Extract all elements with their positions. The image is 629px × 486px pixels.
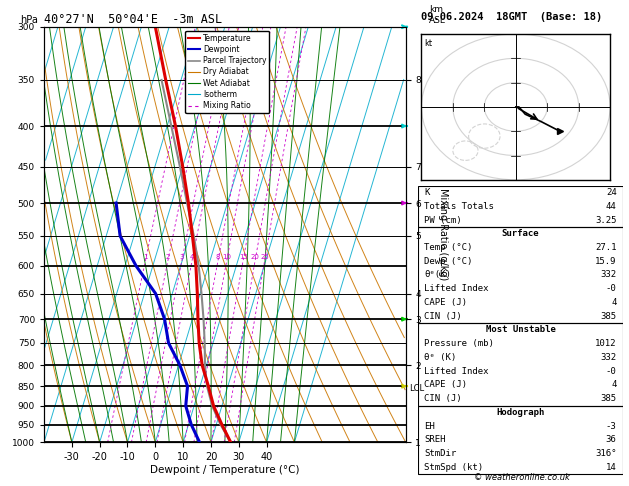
Text: 24: 24 (606, 188, 616, 197)
Text: 3.25: 3.25 (595, 215, 616, 225)
Text: θᵉ(K): θᵉ(K) (425, 271, 451, 279)
Text: 4: 4 (611, 381, 616, 389)
Bar (418, 227, 623, 323)
Text: 25: 25 (260, 254, 269, 260)
Text: © weatheronline.co.uk: © weatheronline.co.uk (474, 473, 570, 482)
Text: CAPE (J): CAPE (J) (425, 381, 467, 389)
Text: Temp (°C): Temp (°C) (425, 243, 473, 252)
Text: Hodograph: Hodograph (496, 408, 545, 417)
Text: Lifted Index: Lifted Index (425, 367, 489, 376)
Text: 2: 2 (166, 254, 170, 260)
Text: kt: kt (425, 39, 433, 48)
Text: Lifted Index: Lifted Index (425, 284, 489, 293)
Text: CAPE (J): CAPE (J) (425, 298, 467, 307)
Text: 332: 332 (601, 353, 616, 362)
Text: SREH: SREH (425, 435, 446, 444)
Text: -0: -0 (606, 284, 616, 293)
Text: StmSpd (kt): StmSpd (kt) (425, 463, 484, 472)
Text: 332: 332 (601, 271, 616, 279)
Text: Surface: Surface (502, 229, 539, 238)
Text: 385: 385 (601, 394, 616, 403)
Text: Dewp (°C): Dewp (°C) (425, 257, 473, 266)
Text: -0: -0 (606, 367, 616, 376)
Text: 14: 14 (606, 463, 616, 472)
Text: 15: 15 (239, 254, 248, 260)
Text: 3: 3 (180, 254, 184, 260)
Text: 36: 36 (606, 435, 616, 444)
Text: LCL: LCL (409, 383, 425, 393)
Text: CIN (J): CIN (J) (425, 394, 462, 403)
Text: θᵉ (K): θᵉ (K) (425, 353, 457, 362)
Text: km
ASL: km ASL (429, 5, 446, 25)
Text: -3: -3 (606, 422, 616, 431)
Text: hPa: hPa (21, 15, 38, 25)
Text: 1: 1 (143, 254, 148, 260)
Text: 40°27'N  50°04'E  -3m ASL: 40°27'N 50°04'E -3m ASL (44, 13, 222, 26)
Bar (418, 405, 623, 474)
Text: Most Unstable: Most Unstable (486, 326, 555, 334)
Text: 09.06.2024  18GMT  (Base: 18): 09.06.2024 18GMT (Base: 18) (421, 12, 603, 22)
Text: EH: EH (425, 422, 435, 431)
Text: Totals Totals: Totals Totals (425, 202, 494, 211)
Bar (418, 186, 623, 227)
Text: 316°: 316° (595, 449, 616, 458)
Text: 20: 20 (251, 254, 260, 260)
Text: 1012: 1012 (595, 339, 616, 348)
X-axis label: Dewpoint / Temperature (°C): Dewpoint / Temperature (°C) (150, 465, 299, 475)
Text: 15.9: 15.9 (595, 257, 616, 266)
Text: PW (cm): PW (cm) (425, 215, 462, 225)
Text: 385: 385 (601, 312, 616, 321)
Text: 4: 4 (611, 298, 616, 307)
Text: 10: 10 (222, 254, 231, 260)
Text: K: K (425, 188, 430, 197)
Text: Pressure (mb): Pressure (mb) (425, 339, 494, 348)
Bar (418, 323, 623, 405)
Text: 44: 44 (606, 202, 616, 211)
Text: 4: 4 (190, 254, 194, 260)
Text: CIN (J): CIN (J) (425, 312, 462, 321)
Text: 27.1: 27.1 (595, 243, 616, 252)
Legend: Temperature, Dewpoint, Parcel Trajectory, Dry Adiabat, Wet Adiabat, Isotherm, Mi: Temperature, Dewpoint, Parcel Trajectory… (186, 31, 269, 113)
Text: 8: 8 (216, 254, 220, 260)
Y-axis label: Mixing Ratio (g/kg): Mixing Ratio (g/kg) (438, 189, 448, 280)
Text: StmDir: StmDir (425, 449, 457, 458)
